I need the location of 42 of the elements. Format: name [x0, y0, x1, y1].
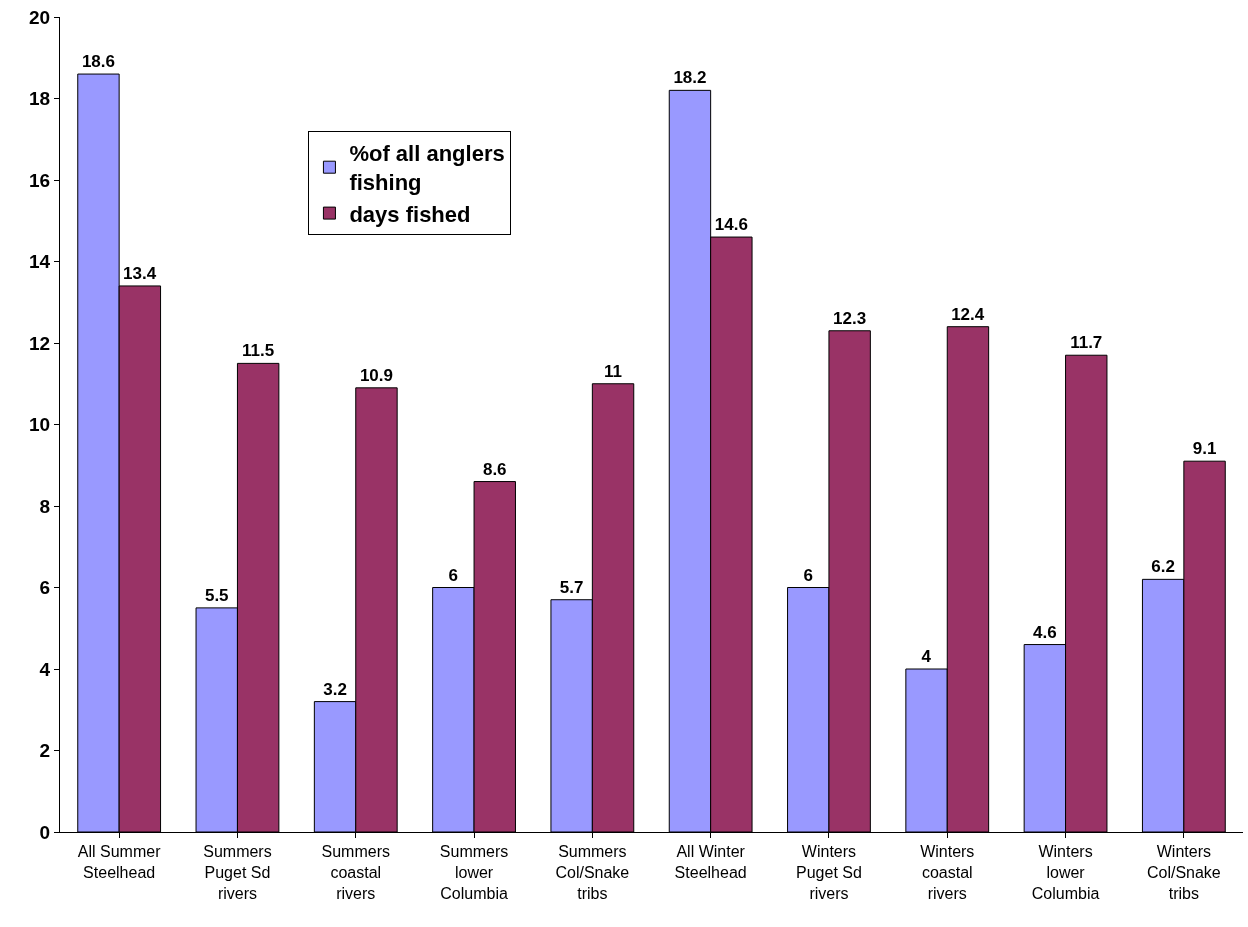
y-tick-label: 20 — [29, 6, 51, 28]
data-label: 4 — [921, 647, 932, 666]
data-label: 12.4 — [951, 304, 985, 324]
x-tick-label: Winters coastal rivers — [920, 843, 975, 902]
data-label: 10.9 — [359, 365, 393, 385]
data-label: 6 — [803, 565, 813, 585]
x-tick-label: Summers lower Columbia — [439, 843, 509, 902]
legend-label: days fished — [349, 201, 471, 227]
y-tick-label: 0 — [39, 821, 51, 843]
data-label: 11.7 — [1070, 333, 1103, 353]
data-label: 6.2 — [1151, 557, 1175, 577]
y-tick-label: 4 — [39, 658, 51, 680]
x-tick-label: Winters lower Columbia — [1031, 843, 1100, 902]
data-label: 13.4 — [123, 263, 157, 283]
data-label: 11 — [604, 361, 623, 381]
x-tick-label: All Summer Steelhead — [77, 843, 162, 881]
x-tick-label: Summers Col/Snake tribs — [555, 843, 630, 902]
data-label: 12.3 — [833, 308, 867, 328]
x-tick-label: Winters Puget Sd rivers — [796, 843, 862, 902]
y-tick-label: 2 — [39, 740, 51, 762]
y-tick-label: 10 — [29, 414, 51, 436]
x-tick-label: Summers Puget Sd rivers — [203, 843, 272, 902]
y-tick-label: 12 — [29, 332, 51, 354]
y-tick-label: 18 — [29, 88, 51, 110]
data-label: 9.1 — [1192, 439, 1217, 459]
data-label: 5.7 — [559, 577, 584, 597]
x-tick-label: Winters Col/Snake tribs — [1146, 843, 1221, 902]
data-label: 3.2 — [323, 679, 347, 699]
y-tick-label: 14 — [29, 251, 51, 273]
data-label: 18.6 — [81, 52, 115, 72]
data-label: 5.5 — [204, 585, 229, 605]
x-tick-label: All Winter Steelhead — [674, 843, 747, 881]
data-label: 6 — [448, 565, 459, 585]
x-tick-label: Summers coastal rivers — [321, 843, 390, 902]
y-tick-label: 8 — [39, 495, 51, 517]
data-label: 18.2 — [673, 68, 707, 88]
data-label: 14.6 — [714, 215, 748, 235]
y-tick-label: 6 — [39, 577, 51, 599]
data-label: 8.6 — [482, 459, 507, 479]
data-label: 11.5 — [242, 341, 275, 361]
y-tick-label: 16 — [29, 169, 51, 191]
data-label: 4.6 — [1033, 622, 1057, 642]
